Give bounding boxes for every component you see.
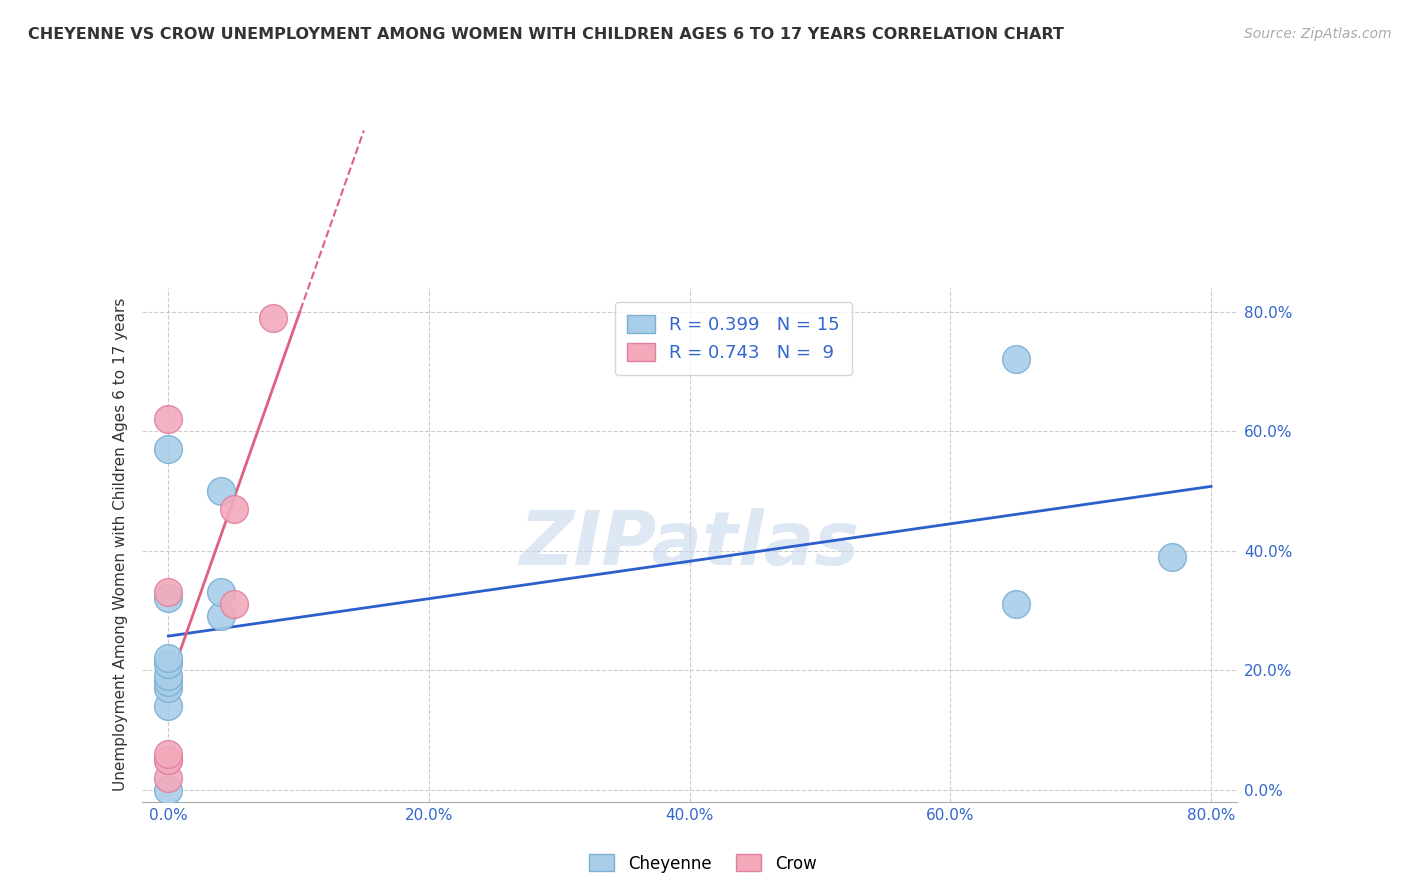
- Point: [209, 585, 232, 599]
- Point: [209, 483, 232, 498]
- Point: [1004, 598, 1026, 612]
- Point: [157, 753, 180, 767]
- Legend: Cheyenne, Crow: Cheyenne, Crow: [583, 847, 823, 880]
- Y-axis label: Unemployment Among Women with Children Ages 6 to 17 years: Unemployment Among Women with Children A…: [114, 298, 128, 791]
- Point: [157, 412, 180, 426]
- Point: [157, 747, 180, 761]
- Point: [157, 698, 180, 713]
- Point: [157, 591, 180, 606]
- Point: [157, 675, 180, 690]
- Point: [262, 310, 284, 325]
- Point: [157, 585, 180, 599]
- Point: [222, 501, 245, 516]
- Point: [1004, 352, 1026, 367]
- Text: CHEYENNE VS CROW UNEMPLOYMENT AMONG WOMEN WITH CHILDREN AGES 6 TO 17 YEARS CORRE: CHEYENNE VS CROW UNEMPLOYMENT AMONG WOME…: [28, 27, 1064, 42]
- Point: [157, 657, 180, 672]
- Point: [157, 669, 180, 683]
- Point: [1161, 549, 1184, 564]
- Point: [157, 782, 180, 797]
- Point: [157, 681, 180, 695]
- Point: [222, 598, 245, 612]
- Legend: R = 0.399   N = 15, R = 0.743   N =  9: R = 0.399 N = 15, R = 0.743 N = 9: [614, 301, 852, 375]
- Text: Source: ZipAtlas.com: Source: ZipAtlas.com: [1244, 27, 1392, 41]
- Point: [157, 753, 180, 767]
- Point: [209, 609, 232, 624]
- Point: [157, 771, 180, 785]
- Point: [157, 651, 180, 665]
- Point: [157, 442, 180, 456]
- Text: ZIPatlas: ZIPatlas: [520, 508, 859, 582]
